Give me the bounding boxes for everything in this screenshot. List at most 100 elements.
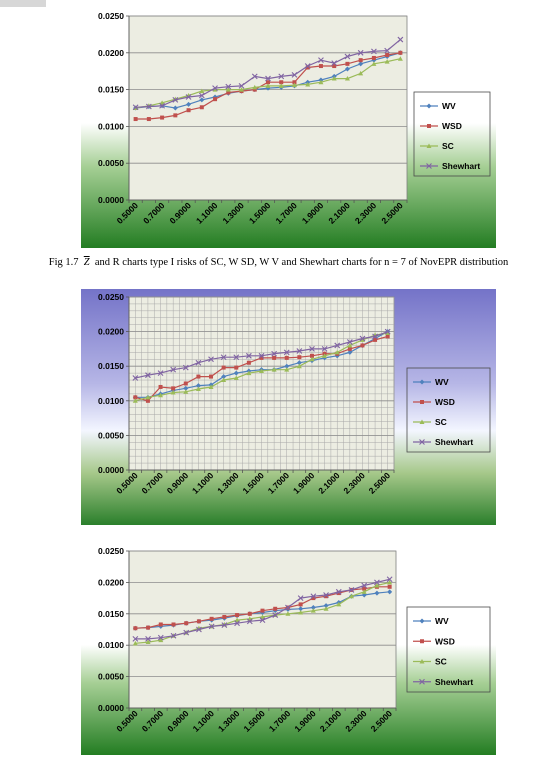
series-shewhart	[132, 36, 404, 111]
marker-wsd	[171, 386, 176, 391]
legend-label: WV	[435, 616, 449, 626]
marker-sc	[225, 87, 231, 92]
marker-sc	[374, 583, 380, 588]
legend-item-wv: WV	[413, 377, 449, 387]
legend-label: WV	[442, 101, 456, 111]
marker-sc	[298, 610, 304, 615]
marker-wsd	[184, 621, 189, 626]
marker-sc	[349, 593, 354, 599]
marker-shewhart	[272, 612, 279, 618]
marker-wv	[221, 374, 227, 380]
marker-wsd	[221, 365, 226, 370]
marker-wsd	[385, 53, 390, 58]
marker-wsd	[373, 337, 378, 342]
marker-sc	[323, 606, 329, 611]
marker-sc	[387, 579, 393, 585]
marker-shewhart	[208, 356, 214, 363]
marker-sc	[260, 614, 265, 619]
marker-wv	[358, 61, 364, 67]
marker-wsd	[234, 365, 239, 370]
legend-item-wsd: WSD	[413, 397, 455, 407]
marker-shewhart	[198, 92, 205, 99]
marker-wsd	[160, 115, 165, 120]
marker-wsd	[345, 61, 350, 66]
legend-item-wsd: WSD	[413, 636, 455, 646]
marker-sc	[195, 386, 201, 392]
marker-wsd	[284, 355, 289, 360]
marker-shewhart	[344, 53, 351, 60]
marker-shewhart	[183, 629, 190, 636]
marker-wsd	[196, 619, 201, 624]
legend-label: SC	[435, 417, 447, 427]
chart-svg: 0.00000.00500.01000.01500.02000.02500.50…	[81, 8, 496, 248]
marker-sc	[239, 87, 245, 92]
marker-wv	[387, 589, 393, 595]
marker-wsd	[358, 58, 363, 63]
chart-3: 0.0000 0.0050 0.0100 0.0150 0.0200 0.0250 0.50…	[81, 543, 496, 755]
marker-wsd	[171, 622, 176, 627]
marker-shewhart	[251, 73, 258, 80]
y-tick-label: 0.0000	[98, 195, 124, 205]
marker-shewhart	[157, 634, 164, 641]
marker-wsd	[235, 613, 240, 618]
marker-wv	[233, 370, 239, 376]
marker-wv	[298, 606, 304, 612]
marker-sc	[359, 337, 365, 342]
marker-sc	[221, 377, 227, 383]
marker-sc	[291, 82, 297, 88]
marker-sc	[265, 83, 271, 88]
legend-label: WV	[435, 377, 449, 387]
marker-shewhart	[196, 626, 202, 633]
legend-item-shewhart: Shewhart	[420, 161, 480, 171]
marker-shewhart	[132, 636, 139, 642]
marker-wv	[284, 363, 290, 369]
marker-sc	[278, 83, 284, 88]
legend-box	[413, 91, 491, 177]
legend: WV WSD SC Shewhart	[413, 91, 491, 177]
marker-sc	[358, 70, 364, 76]
marker-wsd	[292, 80, 297, 85]
marker-wsd	[260, 608, 265, 613]
marker-shewhart	[296, 348, 303, 354]
marker-wsd	[196, 374, 201, 379]
marker-sc	[305, 81, 311, 87]
marker-shewhart	[258, 352, 265, 359]
marker-wsd	[173, 113, 178, 118]
marker-sc	[199, 88, 205, 94]
marker-wsd	[427, 124, 431, 128]
marker-shewhart	[346, 339, 353, 345]
marker-sc	[170, 389, 176, 395]
marker-shewhart	[245, 352, 252, 359]
y-tick-label: 0.0150	[98, 609, 124, 619]
marker-shewhart	[212, 85, 218, 92]
marker-sc	[336, 601, 342, 607]
marker-sc	[145, 639, 151, 645]
marker-shewhart	[285, 604, 291, 611]
marker-shewhart	[170, 632, 177, 639]
marker-sc	[419, 419, 425, 424]
legend-label: Shewhart	[435, 677, 473, 687]
legend-label: Shewhart	[435, 437, 473, 447]
series-wsd	[133, 334, 390, 403]
marker-wsd	[309, 353, 314, 358]
marker-sc	[361, 589, 367, 594]
marker-shewhart	[283, 349, 290, 356]
marker-wsd	[209, 374, 214, 379]
marker-shewhart	[182, 364, 189, 371]
marker-shewhart	[335, 588, 342, 595]
marker-wsd	[133, 626, 138, 631]
marker-wsd	[146, 117, 151, 122]
marker-shewhart	[397, 36, 404, 43]
marker-wsd	[186, 108, 191, 113]
marker-sc	[246, 370, 252, 376]
y-tick-label: 0.0000	[98, 465, 124, 475]
marker-shewhart	[233, 354, 240, 361]
marker-sc	[259, 368, 264, 374]
marker-wv	[322, 355, 328, 361]
marker-wv	[199, 97, 205, 103]
marker-wsd	[332, 64, 337, 69]
plot-area	[128, 15, 408, 201]
marker-shewhart	[310, 593, 317, 600]
marker-wv	[183, 385, 189, 391]
legend-item-sc: SC	[413, 417, 447, 427]
